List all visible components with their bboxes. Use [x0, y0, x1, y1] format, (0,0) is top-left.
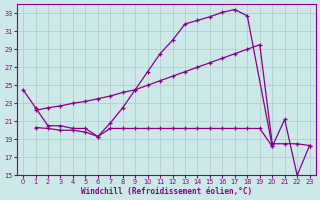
X-axis label: Windchill (Refroidissement éolien,°C): Windchill (Refroidissement éolien,°C) — [81, 187, 252, 196]
